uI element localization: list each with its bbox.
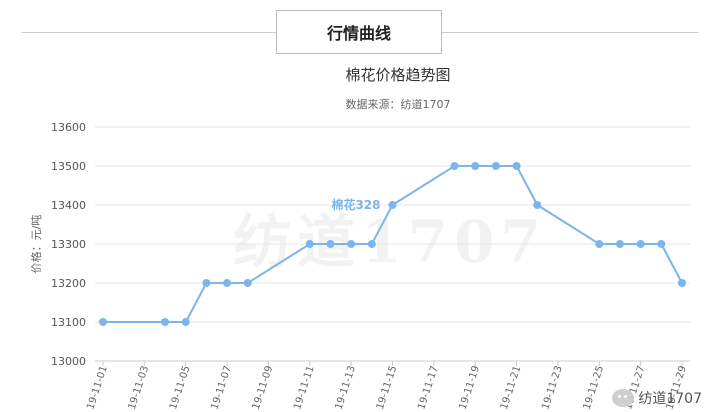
data-point — [450, 162, 459, 170]
y-tick-label: 13400 — [51, 199, 86, 212]
data-point — [388, 201, 397, 209]
x-tick-label: 19-11-09 — [251, 365, 275, 412]
x-tick-label: 19-11-21 — [499, 365, 523, 412]
data-point — [181, 318, 190, 326]
x-tick-label: 19-11-15 — [375, 365, 399, 412]
y-tick-label: 13600 — [51, 121, 86, 134]
data-point — [636, 240, 645, 248]
data-point — [326, 240, 335, 248]
x-tick-label: 19-11-03 — [127, 365, 151, 412]
data-point — [223, 279, 232, 287]
x-tick-label: 19-11-25 — [582, 365, 606, 412]
footer-logo-text: 纺道1707 — [638, 391, 702, 407]
y-tick-label: 13200 — [51, 277, 86, 290]
data-point — [512, 162, 521, 170]
x-tick-label: 19-11-01 — [85, 365, 109, 412]
wechat-icon — [612, 389, 635, 407]
data-point — [161, 318, 170, 326]
data-point — [657, 240, 666, 248]
x-tick-label: 19-11-19 — [458, 365, 482, 412]
y-axis-label: 价格：元/吨 — [29, 215, 43, 274]
x-tick-label: 19-11-23 — [540, 365, 564, 412]
chart-title: 棉花价格趋势图 — [345, 66, 450, 84]
data-point — [202, 279, 211, 287]
chart-subtitle: 数据来源：纺道1707 — [346, 97, 451, 111]
data-point — [243, 279, 252, 287]
x-tick-label: 19-11-17 — [416, 365, 440, 412]
footer-logo: 纺道1707 — [612, 388, 702, 408]
data-point — [305, 240, 314, 248]
data-point — [491, 162, 500, 170]
chart-watermark: 纺道1707 — [233, 208, 546, 276]
x-tick-label: 19-11-05 — [168, 365, 192, 412]
data-point — [347, 240, 356, 248]
data-point — [471, 162, 480, 170]
y-tick-label: 13300 — [51, 238, 86, 251]
section-title: 行情曲线 — [276, 10, 442, 54]
data-point — [533, 201, 542, 209]
data-point — [367, 240, 376, 248]
data-point — [595, 240, 604, 248]
data-point — [678, 279, 686, 287]
series-label: 棉花328 — [331, 197, 380, 212]
x-tick-label: 19-11-07 — [209, 365, 233, 412]
data-point — [99, 318, 107, 326]
y-tick-label: 13100 — [51, 316, 86, 329]
x-tick-label: 19-11-11 — [292, 365, 316, 412]
data-point — [615, 240, 624, 248]
y-tick-label: 13000 — [51, 355, 86, 368]
y-tick-label: 13500 — [51, 160, 86, 173]
x-tick-label: 19-11-13 — [334, 365, 358, 412]
